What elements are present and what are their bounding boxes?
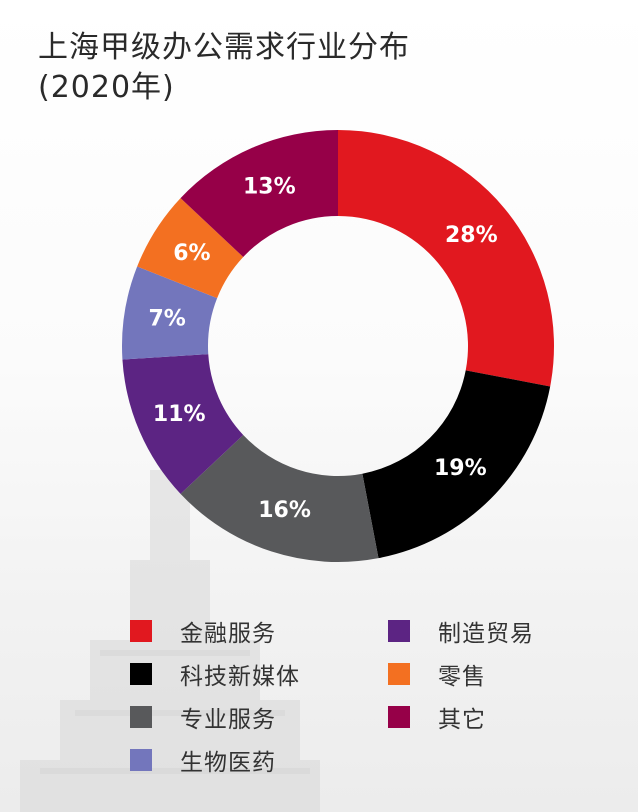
legend-item: 专业服务 bbox=[130, 700, 276, 734]
slice-data-label: 11% bbox=[153, 402, 206, 427]
legend-label: 生物医药 bbox=[180, 750, 276, 776]
slice-data-label: 13% bbox=[243, 175, 296, 200]
donut-slice bbox=[180, 434, 379, 563]
donut-slice bbox=[137, 198, 244, 299]
slice-data-label: 19% bbox=[434, 456, 487, 481]
donut-slice bbox=[122, 266, 218, 360]
legend-swatch bbox=[130, 706, 152, 728]
donut-slice bbox=[338, 130, 555, 387]
chart-title-line2: (2020年) bbox=[38, 70, 175, 105]
legend-item: 生物医药 bbox=[130, 743, 276, 777]
legend-item: 零售 bbox=[388, 657, 486, 691]
legend-swatch bbox=[130, 620, 152, 642]
slice-data-label: 16% bbox=[258, 498, 311, 523]
legend-item: 制造贸易 bbox=[388, 614, 534, 648]
slice-data-label: 6% bbox=[173, 241, 210, 266]
legend-item: 金融服务 bbox=[130, 614, 276, 648]
slice-data-label: 7% bbox=[148, 306, 185, 331]
legend-swatch bbox=[388, 663, 410, 685]
legend-label: 制造贸易 bbox=[438, 621, 534, 647]
donut-slice bbox=[362, 370, 551, 559]
donut-slice bbox=[122, 354, 244, 494]
legend-label: 专业服务 bbox=[180, 707, 276, 733]
chart-title-line1: 上海甲级办公需求行业分布 bbox=[38, 30, 410, 65]
legend-label: 其它 bbox=[438, 707, 486, 733]
chart-title: 上海甲级办公需求行业分布 (2020年) bbox=[38, 28, 410, 108]
legend-swatch bbox=[130, 749, 152, 771]
legend-swatch bbox=[388, 706, 410, 728]
legend-item: 科技新媒体 bbox=[130, 657, 300, 691]
legend-label: 科技新媒体 bbox=[180, 664, 300, 690]
slice-data-label: 28% bbox=[445, 223, 498, 248]
donut-slice bbox=[180, 130, 338, 258]
legend-swatch bbox=[130, 663, 152, 685]
legend-item: 其它 bbox=[388, 700, 486, 734]
legend-label: 零售 bbox=[438, 664, 486, 690]
legend-label: 金融服务 bbox=[180, 621, 276, 647]
legend-swatch bbox=[388, 620, 410, 642]
